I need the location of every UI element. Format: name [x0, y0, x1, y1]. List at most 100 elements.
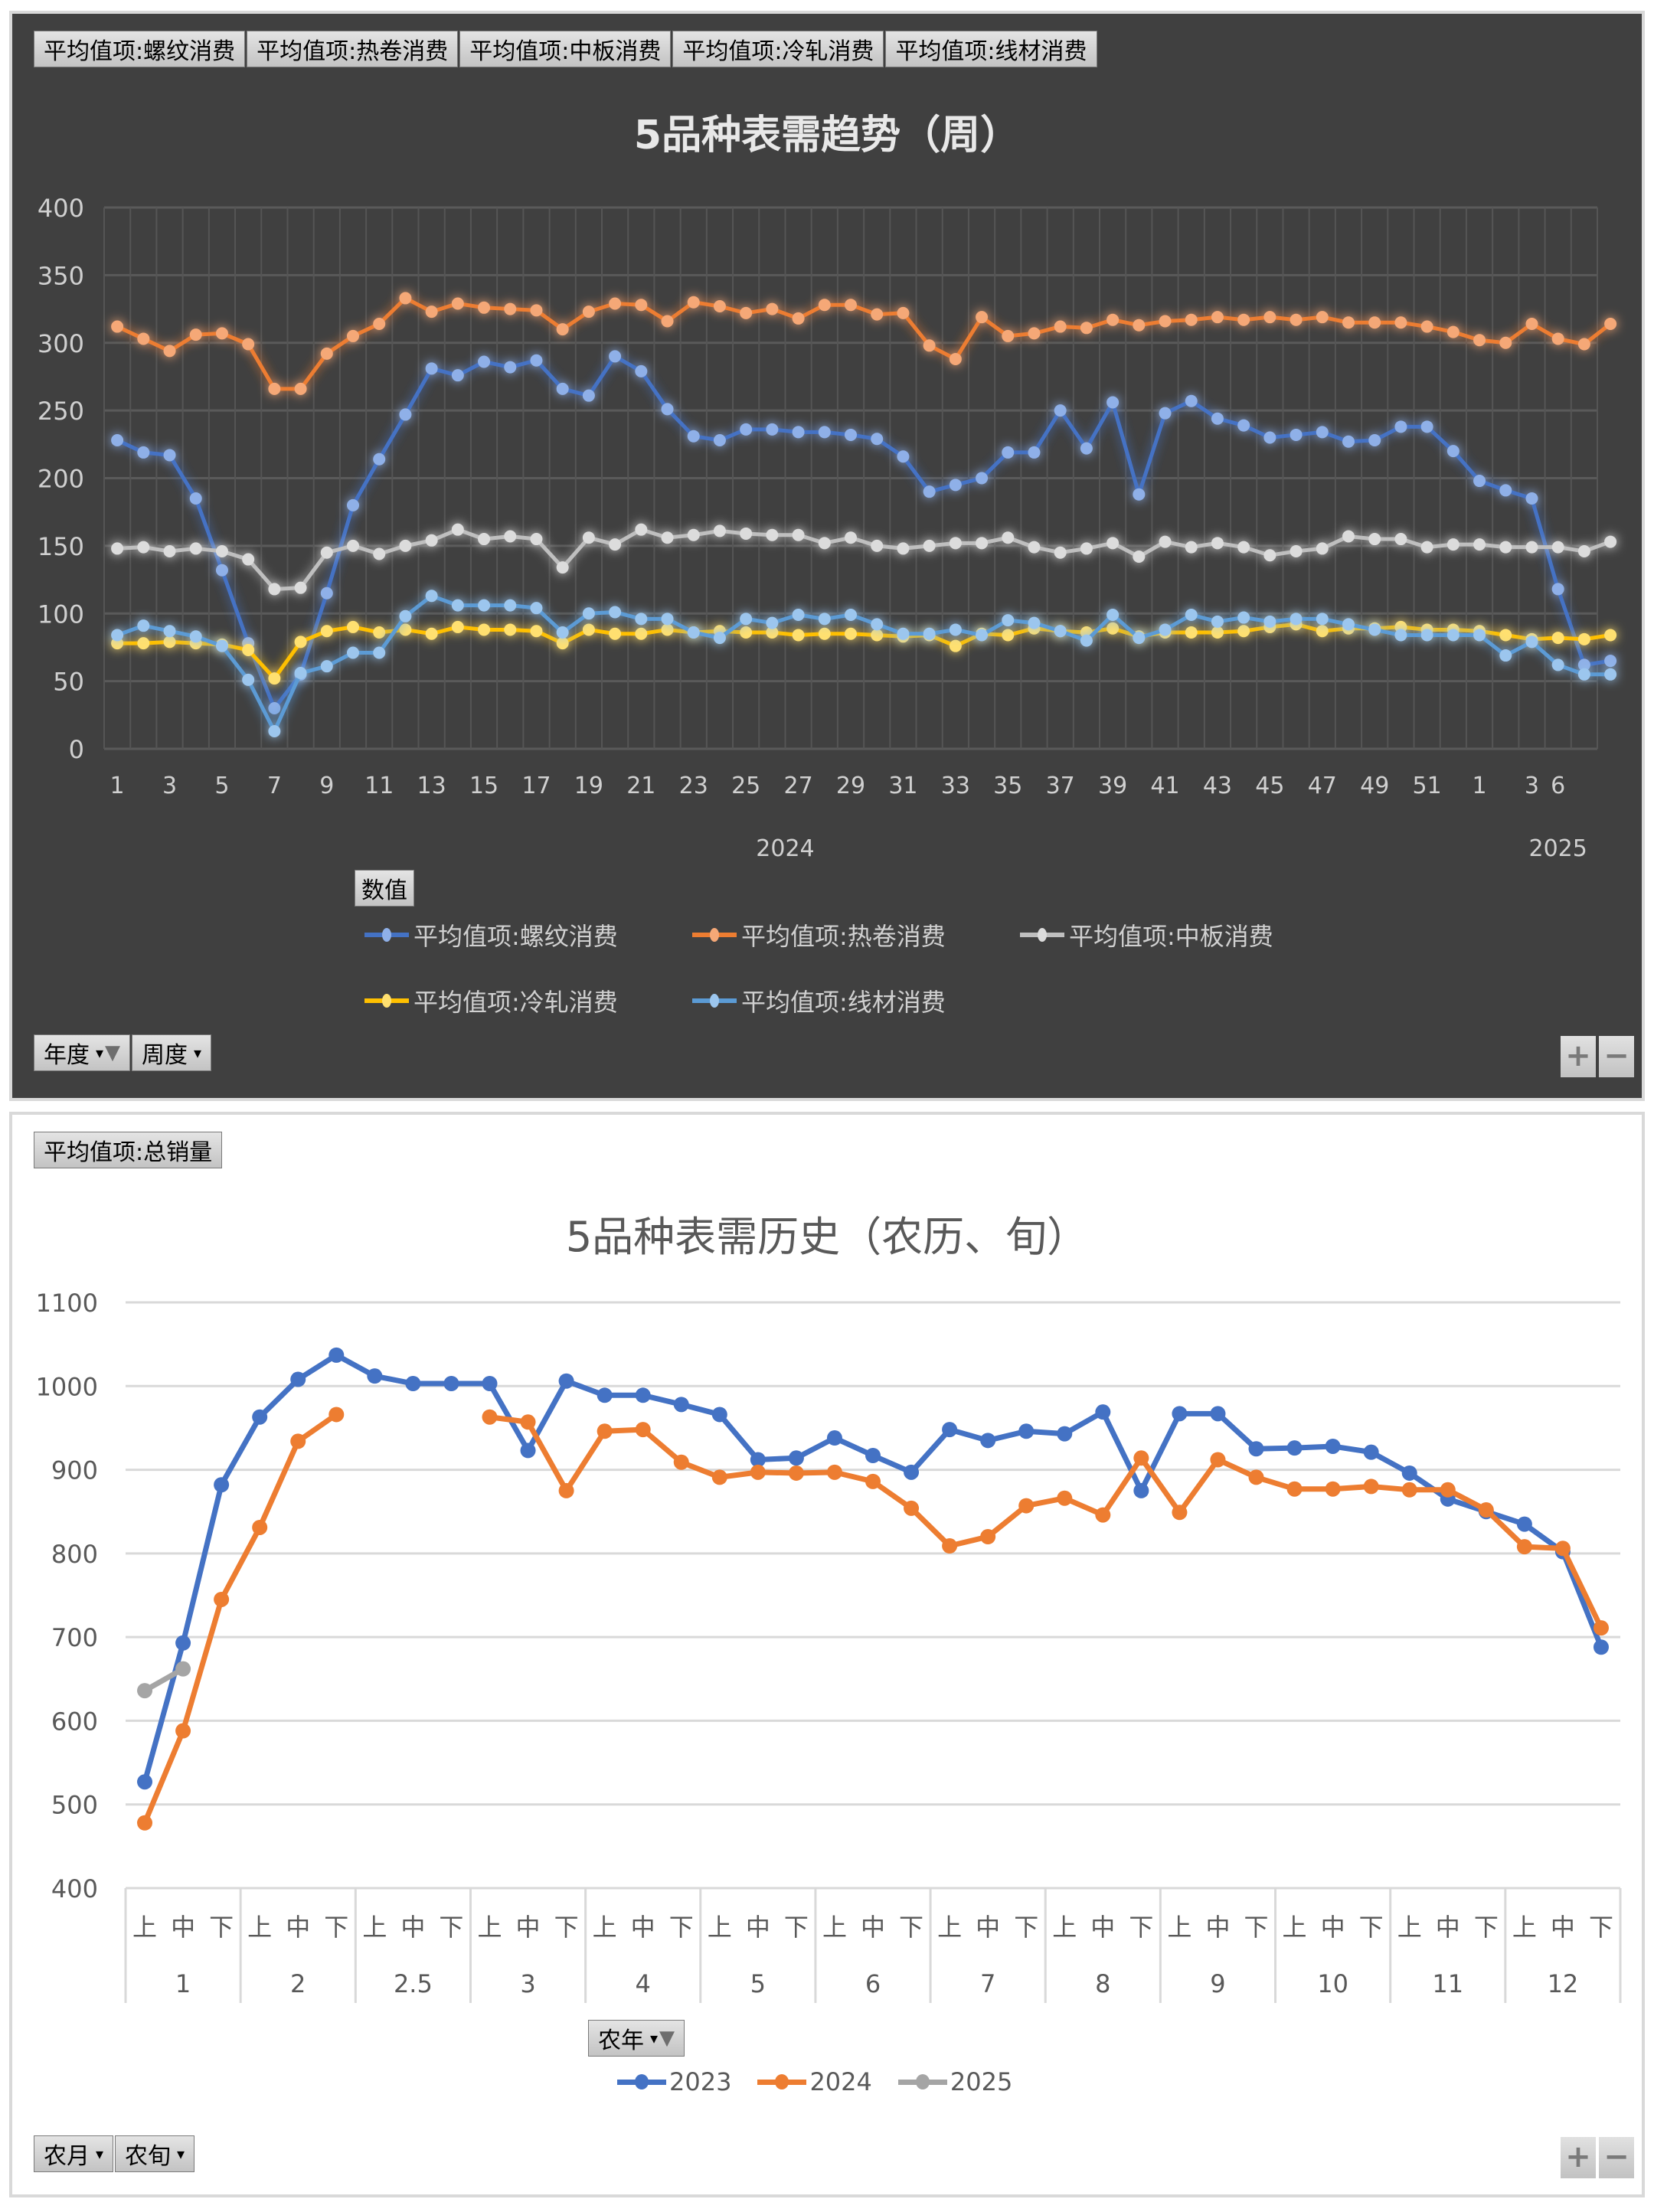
- x-subcategory-label: 中: [1551, 1913, 1575, 1942]
- y-tick-label: 50: [53, 668, 84, 697]
- value-field-button-3[interactable]: 平均值项:中板消费: [459, 31, 672, 67]
- expand-field-button[interactable]: +: [1561, 2137, 1596, 2178]
- x-subcategory-label: 下: [1014, 1913, 1038, 1942]
- lunar-dekad-field-label: 农旬: [125, 2143, 172, 2170]
- x-tick-label: 25: [731, 773, 760, 799]
- x-subcategory-label: 下: [1129, 1913, 1153, 1942]
- x-tick-label: 13: [417, 773, 446, 799]
- x-tick-label: 7: [267, 773, 282, 799]
- collapse-field-button[interactable]: −: [1599, 2137, 1634, 2178]
- legend-label: 平均值项:冷轧消费: [414, 988, 618, 1017]
- x-group-label: 3: [520, 1969, 535, 1998]
- value-field-button-2[interactable]: 平均值项:热卷消费: [247, 31, 459, 67]
- x-tick-label: 49: [1360, 773, 1389, 799]
- legend-marker-icon: [364, 994, 409, 1008]
- x-tick-label: 27: [783, 773, 812, 799]
- x-tick-label: 21: [626, 773, 655, 799]
- dropdown-arrow-icon: ▾: [177, 2145, 185, 2163]
- legend-label: 平均值项:螺纹消费: [414, 922, 618, 951]
- lunar-history-chart-panel: 平均值项:总销量 5品种表需历史（农历、旬） 400 500 600 700 800 90…: [9, 1112, 1645, 2197]
- x-group-label: 2024: [756, 835, 814, 862]
- expand-field-button[interactable]: +: [1561, 1036, 1596, 1077]
- x-tick-label: 51: [1413, 773, 1442, 799]
- x-tick-label: 11: [364, 773, 394, 799]
- x-subcategory-label: 中: [400, 1913, 425, 1942]
- x-subcategory-label: 下: [899, 1913, 923, 1942]
- week-field-button[interactable]: 周度 ▾: [132, 1034, 212, 1071]
- x-tick-label: 37: [1046, 773, 1075, 799]
- x-tick-label: 23: [679, 773, 708, 799]
- legend-marker-icon: [364, 928, 409, 942]
- y-tick-label: 900: [51, 1456, 98, 1485]
- x-subcategory-label: 下: [554, 1913, 579, 1942]
- legend-item-2024[interactable]: 2024: [757, 2067, 872, 2096]
- x-subcategory-label: 下: [439, 1913, 463, 1942]
- x-group-label: 7: [980, 1969, 995, 1998]
- x-subcategory-label: 中: [1321, 1913, 1345, 1942]
- x-subcategory-label: 下: [784, 1913, 809, 1942]
- legend-item-5[interactable]: 平均值项:线材消费: [692, 983, 1014, 1018]
- value-field-button-4[interactable]: 平均值项:冷轧消费: [672, 31, 884, 67]
- legend-item-1[interactable]: 平均值项:螺纹消费: [364, 917, 686, 952]
- year-field-label: 年度: [44, 1042, 90, 1069]
- legend-label: 2024: [809, 2067, 872, 2096]
- y-tick-label: 400: [51, 1874, 98, 1903]
- chart-title: 5品种表需历史（农历、旬）: [565, 1213, 1089, 1261]
- x-subcategory-label: 上: [247, 1913, 272, 1942]
- value-field-buttons: 平均值项:螺纹消费 平均值项:热卷消费 平均值项:中板消费 平均值项:冷轧消费 平均值项…: [34, 31, 1097, 67]
- y-tick-label: 200: [38, 465, 84, 494]
- lunar-dekad-field-button[interactable]: 农旬 ▾: [115, 2135, 195, 2172]
- legend: 2023 2024 2025: [617, 2067, 1038, 2096]
- legend-item-2023[interactable]: 2023: [617, 2067, 731, 2096]
- x-tick-label: 35: [993, 773, 1022, 799]
- legend-item-2[interactable]: 平均值项:热卷消费: [692, 917, 1014, 952]
- y-tick-label: 1100: [36, 1289, 98, 1318]
- x-tick-label: 33: [941, 773, 970, 799]
- values-field-button[interactable]: 数值: [355, 870, 414, 907]
- lunar-year-field-button[interactable]: 农年 ▾ ▼: [588, 2020, 685, 2057]
- legend-marker-icon: [692, 994, 737, 1008]
- value-field-button-5[interactable]: 平均值项:线材消费: [885, 31, 1097, 67]
- x-tick-label: 9: [319, 773, 334, 799]
- weekly-trend-chart-panel: 平均值项:螺纹消费 平均值项:热卷消费 平均值项:中板消费 平均值项:冷轧消费 平均值项…: [9, 11, 1645, 1101]
- legend-marker-icon: [1020, 928, 1064, 942]
- gridlines: 0 50 100 150 200 250 300 350 400: [38, 194, 1598, 764]
- series-line-2023: [137, 1347, 1609, 1790]
- x-tick-label: 19: [574, 773, 603, 799]
- x-subcategory-label: 上: [1283, 1913, 1307, 1942]
- x-subcategory-label: 下: [1359, 1913, 1384, 1942]
- filter-icon: ▼: [659, 2027, 675, 2050]
- x-tick-label: 17: [521, 773, 551, 799]
- series-line-5: [111, 590, 1617, 738]
- legend-item-2025[interactable]: 2025: [897, 2067, 1012, 2096]
- x-tick-label: 1: [110, 773, 125, 799]
- x-subcategory-label: 下: [324, 1913, 348, 1942]
- values-field-label: 数值: [361, 877, 407, 904]
- axis-field-buttons: 年度 ▾ ▼ 周度 ▾: [34, 1034, 212, 1071]
- x-subcategory-label: 上: [937, 1913, 962, 1942]
- x-tick-label: 43: [1203, 773, 1232, 799]
- x-subcategory-label: 上: [477, 1913, 502, 1942]
- x-subcategory-label: 上: [1167, 1913, 1191, 1942]
- legend-marker-icon: [617, 2073, 666, 2089]
- legend-item-3[interactable]: 平均值项:中板消费: [1020, 917, 1342, 952]
- x-subcategory-label: 上: [1397, 1913, 1422, 1942]
- legend-label: 平均值项:热卷消费: [741, 922, 946, 951]
- value-field-button-1[interactable]: 平均值项:螺纹消费: [34, 31, 246, 67]
- x-group-label: 10: [1317, 1969, 1348, 1998]
- legend-item-4[interactable]: 平均值项:冷轧消费: [364, 983, 686, 1018]
- collapse-field-button[interactable]: −: [1599, 1036, 1634, 1077]
- x-group-label: 2: [290, 1969, 306, 1998]
- lunar-month-field-button[interactable]: 农月 ▾: [34, 2135, 114, 2172]
- series-line-1: [111, 350, 1617, 714]
- y-tick-label: 250: [38, 397, 84, 426]
- x-subcategory-label: 下: [1474, 1913, 1499, 1942]
- y-tick-label: 0: [69, 735, 84, 764]
- x-subcategory-label: 下: [1589, 1913, 1613, 1942]
- x-subcategory-label: 中: [286, 1913, 310, 1942]
- lunar-month-field-label: 农月: [44, 2143, 90, 2170]
- y-tick-label: 400: [38, 194, 84, 223]
- year-field-button[interactable]: 年度 ▾ ▼: [34, 1034, 131, 1071]
- total-sales-field-button[interactable]: 平均值项:总销量: [34, 1132, 223, 1168]
- x-tick-label: 6: [1551, 773, 1565, 799]
